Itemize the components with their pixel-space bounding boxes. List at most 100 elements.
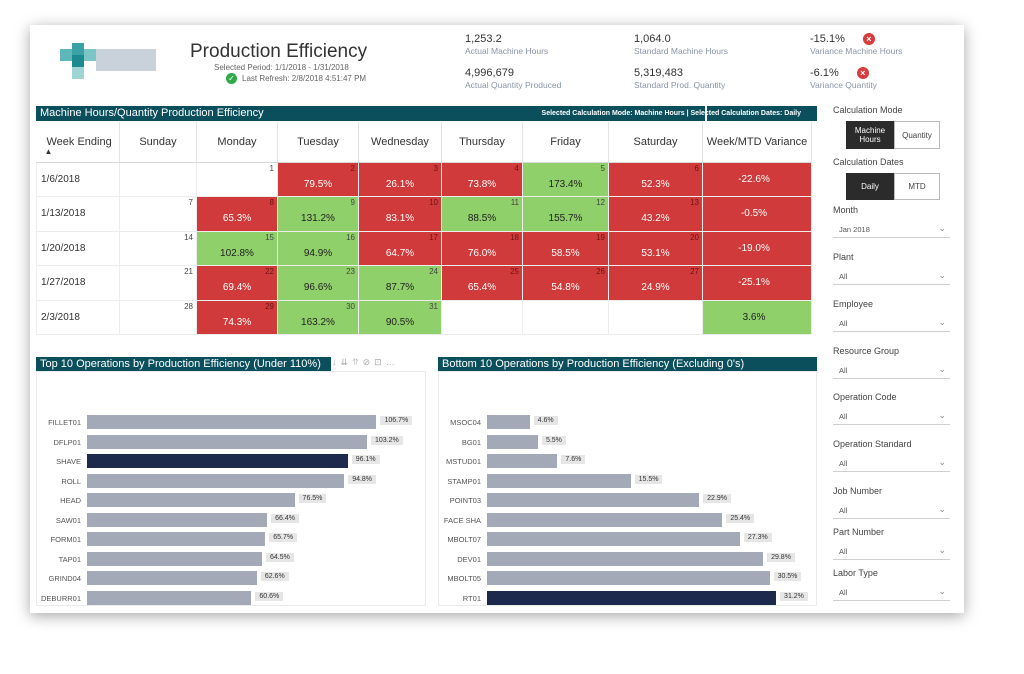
day-cell[interactable]: 16 94.9% bbox=[277, 230, 359, 266]
chevron-down-icon[interactable]: ⌄ bbox=[938, 270, 946, 280]
day-cell[interactable]: 13 43.2% bbox=[608, 196, 703, 232]
bar[interactable] bbox=[487, 512, 723, 527]
variance-cell[interactable]: -22.6% bbox=[702, 161, 812, 197]
day-cell[interactable]: 5 173.4% bbox=[522, 161, 609, 197]
col-variance[interactable]: Week/MTD Variance bbox=[702, 122, 812, 163]
day-cell[interactable] bbox=[608, 299, 703, 335]
bar[interactable] bbox=[487, 532, 740, 546]
bar[interactable] bbox=[87, 551, 262, 566]
bar[interactable] bbox=[87, 532, 266, 546]
chevron-down-icon[interactable]: ⌄ bbox=[938, 586, 946, 596]
day-cell[interactable]: 9 131.2% bbox=[277, 196, 359, 232]
day-cell[interactable]: 30 163.2% bbox=[277, 299, 359, 335]
bar[interactable] bbox=[487, 590, 777, 605]
bar[interactable] bbox=[487, 571, 770, 585]
slicer-dropdown[interactable]: All ⌄ bbox=[833, 316, 950, 332]
day-cell[interactable] bbox=[522, 299, 609, 335]
day-cell[interactable]: 29 74.3% bbox=[196, 299, 278, 335]
day-cell[interactable]: 18 76.0% bbox=[441, 230, 523, 266]
sort-up-icon[interactable]: ▲ bbox=[44, 146, 53, 156]
bar[interactable] bbox=[87, 493, 295, 507]
chevron-down-icon[interactable]: ⌄ bbox=[938, 223, 946, 233]
day-cell[interactable]: 27 24.9% bbox=[608, 265, 703, 301]
col-week-ending[interactable]: Week Ending ▲ bbox=[36, 122, 120, 163]
focus-icon[interactable]: ⊡ bbox=[374, 357, 386, 367]
day-cell[interactable]: 19 58.5% bbox=[522, 230, 609, 266]
day-cell[interactable] bbox=[441, 299, 523, 335]
day-cell[interactable]: 14 bbox=[119, 230, 197, 266]
slicer-dropdown[interactable]: Jan 2018 ⌄ bbox=[833, 222, 950, 238]
filter-icon[interactable]: ⊘ bbox=[362, 357, 375, 367]
variance-cell[interactable]: -25.1% bbox=[702, 265, 812, 301]
day-cell[interactable]: 10 83.1% bbox=[358, 196, 442, 232]
variance-cell[interactable]: 3.6% bbox=[702, 299, 812, 335]
visual-toolbar[interactable]: ↓⇊⥣⊘⊡… bbox=[332, 357, 399, 368]
col-thursday[interactable]: Thursday bbox=[441, 122, 523, 163]
slicer-dropdown[interactable]: All ⌄ bbox=[833, 409, 950, 425]
day-cell[interactable]: 24 87.7% bbox=[358, 265, 442, 301]
bar[interactable] bbox=[87, 434, 367, 449]
day-cell[interactable]: 22 69.4% bbox=[196, 265, 278, 301]
day-cell[interactable]: 28 bbox=[119, 299, 197, 335]
bar[interactable] bbox=[87, 512, 268, 527]
bar[interactable] bbox=[87, 590, 252, 605]
day-cell[interactable]: 21 bbox=[119, 265, 197, 301]
drill-up-icon[interactable]: ⥣ bbox=[352, 357, 363, 367]
bar[interactable] bbox=[487, 415, 530, 429]
variance-cell[interactable]: -0.5% bbox=[702, 196, 812, 232]
day-cell[interactable]: 26 54.8% bbox=[522, 265, 609, 301]
bar[interactable] bbox=[487, 454, 558, 468]
day-cell[interactable]: 20 53.1% bbox=[608, 230, 703, 266]
toggle-machine-hours[interactable]: Machine Hours bbox=[846, 121, 894, 149]
slicer-dropdown[interactable]: All ⌄ bbox=[833, 363, 950, 379]
col-tuesday[interactable]: Tuesday bbox=[277, 122, 359, 163]
day-cell[interactable]: 3 26.1% bbox=[358, 161, 442, 197]
bar[interactable] bbox=[487, 493, 700, 507]
chevron-down-icon[interactable]: ⌄ bbox=[938, 317, 946, 327]
col-wednesday[interactable]: Wednesday bbox=[358, 122, 442, 163]
bar[interactable] bbox=[487, 551, 764, 566]
day-cell[interactable]: 15 102.8% bbox=[196, 230, 278, 266]
bar[interactable] bbox=[87, 571, 257, 585]
col-friday[interactable]: Friday bbox=[522, 122, 609, 163]
day-cell[interactable]: 23 96.6% bbox=[277, 265, 359, 301]
day-cell[interactable]: 7 bbox=[119, 196, 197, 232]
more-options-icon[interactable]: … bbox=[385, 357, 399, 367]
chevron-down-icon[interactable]: ⌄ bbox=[938, 545, 946, 555]
chevron-down-icon[interactable]: ⌄ bbox=[938, 504, 946, 514]
variance-cell[interactable]: -19.0% bbox=[702, 230, 812, 266]
dropdown-value: All bbox=[839, 506, 848, 515]
expand-icon[interactable]: ⇊ bbox=[340, 357, 353, 367]
drill-down-icon[interactable]: ↓ bbox=[332, 357, 341, 367]
day-cell[interactable]: 1 bbox=[196, 161, 278, 197]
bar[interactable] bbox=[87, 415, 377, 429]
bar[interactable] bbox=[487, 434, 538, 449]
slicer-dropdown[interactable]: All ⌄ bbox=[833, 544, 950, 560]
slicer-dropdown[interactable]: All ⌄ bbox=[833, 585, 950, 601]
day-cell[interactable] bbox=[119, 161, 197, 197]
day-cell[interactable]: 11 88.5% bbox=[441, 196, 523, 232]
slicer-dropdown[interactable]: All ⌄ bbox=[833, 456, 950, 472]
chevron-down-icon[interactable]: ⌄ bbox=[938, 410, 946, 420]
day-cell[interactable]: 2 79.5% bbox=[277, 161, 359, 197]
day-cell[interactable]: 17 64.7% bbox=[358, 230, 442, 266]
slicer-dropdown[interactable]: All ⌄ bbox=[833, 269, 950, 285]
chevron-down-icon[interactable]: ⌄ bbox=[938, 457, 946, 467]
day-cell[interactable]: 12 155.7% bbox=[522, 196, 609, 232]
col-monday[interactable]: Monday bbox=[196, 122, 278, 163]
bar[interactable] bbox=[487, 473, 631, 488]
chevron-down-icon[interactable]: ⌄ bbox=[938, 364, 946, 374]
bar[interactable] bbox=[87, 473, 345, 488]
col-sunday[interactable]: Sunday bbox=[119, 122, 197, 163]
day-cell[interactable]: 8 65.3% bbox=[196, 196, 278, 232]
toggle-daily[interactable]: Daily bbox=[846, 173, 894, 200]
toggle-quantity[interactable]: Quantity bbox=[894, 121, 940, 149]
slicer-dropdown[interactable]: All ⌄ bbox=[833, 503, 950, 519]
day-cell[interactable]: 25 65.4% bbox=[441, 265, 523, 301]
toggle-mtd[interactable]: MTD bbox=[894, 173, 940, 200]
day-cell[interactable]: 4 73.8% bbox=[441, 161, 523, 197]
day-cell[interactable]: 6 52.3% bbox=[608, 161, 703, 197]
col-saturday[interactable]: Saturday bbox=[608, 122, 703, 163]
day-cell[interactable]: 31 90.5% bbox=[358, 299, 442, 335]
bar[interactable] bbox=[87, 454, 348, 468]
